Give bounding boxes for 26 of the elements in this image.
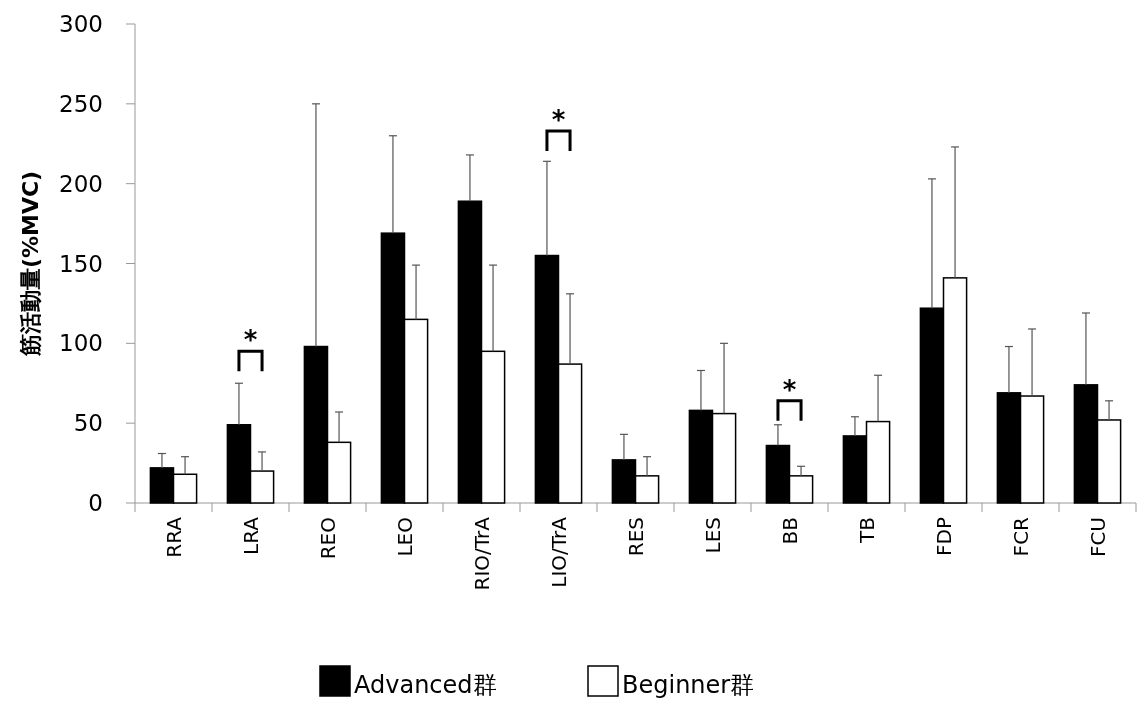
x-tick-label: LEO bbox=[392, 517, 417, 557]
y-tick-label: 50 bbox=[73, 410, 103, 437]
y-tick-label: 100 bbox=[59, 330, 103, 357]
y-axis-title: 筋活動量(%MVC) bbox=[18, 170, 43, 358]
x-tick-label: RES bbox=[623, 517, 648, 557]
x-tick-label: RIO/TrA bbox=[469, 516, 494, 591]
annotation: * bbox=[782, 374, 797, 405]
x-tick-label: BB bbox=[777, 517, 802, 545]
annotation: * bbox=[243, 325, 258, 356]
y-tick-label: 300 bbox=[59, 11, 103, 37]
x-tick-label: REO bbox=[315, 517, 340, 560]
x-tick-label: RRA bbox=[161, 516, 186, 558]
legend-label: Advanced群 bbox=[354, 671, 497, 699]
y-tick-label: 150 bbox=[59, 250, 103, 277]
x-tick-label: TB bbox=[854, 517, 879, 544]
y-tick-label: 250 bbox=[59, 90, 103, 117]
y-tick-label: 200 bbox=[59, 170, 103, 197]
x-tick-label: LES bbox=[700, 517, 725, 554]
x-tick-label: LRA bbox=[238, 516, 263, 555]
x-tick-label: FCU bbox=[1085, 517, 1110, 558]
legend-label: Beginner群 bbox=[622, 671, 755, 699]
x-tick-label: FDP bbox=[931, 517, 956, 556]
x-tick-label: LIO/TrA bbox=[546, 516, 571, 588]
y-tick-label: 0 bbox=[88, 490, 103, 516]
x-tick-label: FCR bbox=[1008, 516, 1033, 557]
annotation: * bbox=[551, 104, 566, 135]
